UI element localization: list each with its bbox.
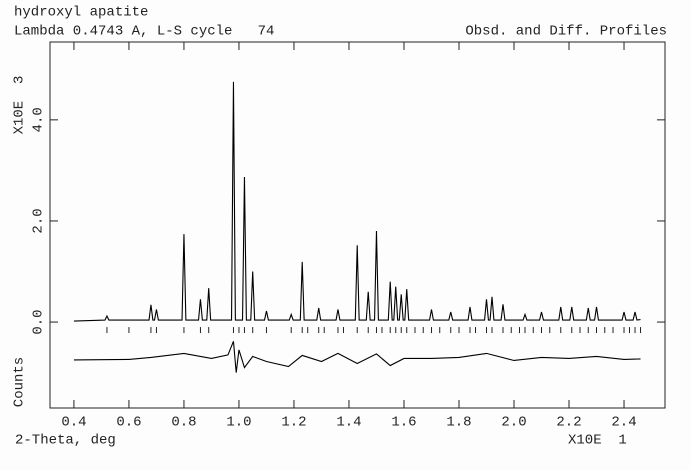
observed-profile [73,81,641,322]
x-tick-label: 0.4 [61,415,86,431]
x-axis-label: 2-Theta, deg [15,433,116,449]
x-tick-label: 1.8 [446,415,471,431]
x-tick-label: 1.2 [281,415,306,431]
x-tick-label: 1.6 [391,415,416,431]
difference-curve [73,341,641,373]
x-tick-label: 1.0 [226,415,251,431]
x-tick-label: 2.0 [501,415,526,431]
x-tick-label: 0.6 [116,415,141,431]
y-tick-label: 0.0 [31,309,47,334]
plot-frame [49,41,666,409]
y-tick-label: 2.0 [31,208,47,233]
x-tick-label: 2.2 [556,415,581,431]
y-tick-label: 4.0 [31,107,47,132]
y-axis-label: X10E 3 [12,76,28,135]
x-tick-label: 0.8 [171,415,196,431]
chart-title: hydroxyl apatite [14,5,148,21]
y-axis-label-lower: Counts [12,357,28,407]
x-scale-label: X10E 1 [568,433,627,449]
x-tick-label: 2.4 [611,415,636,431]
annotation: Obsd. and Diff. Profiles [465,24,667,40]
x-tick-label: 1.4 [336,415,361,431]
chart-subtitle: Lambda 0.4743 A, L-S cycle 74 [14,24,274,40]
